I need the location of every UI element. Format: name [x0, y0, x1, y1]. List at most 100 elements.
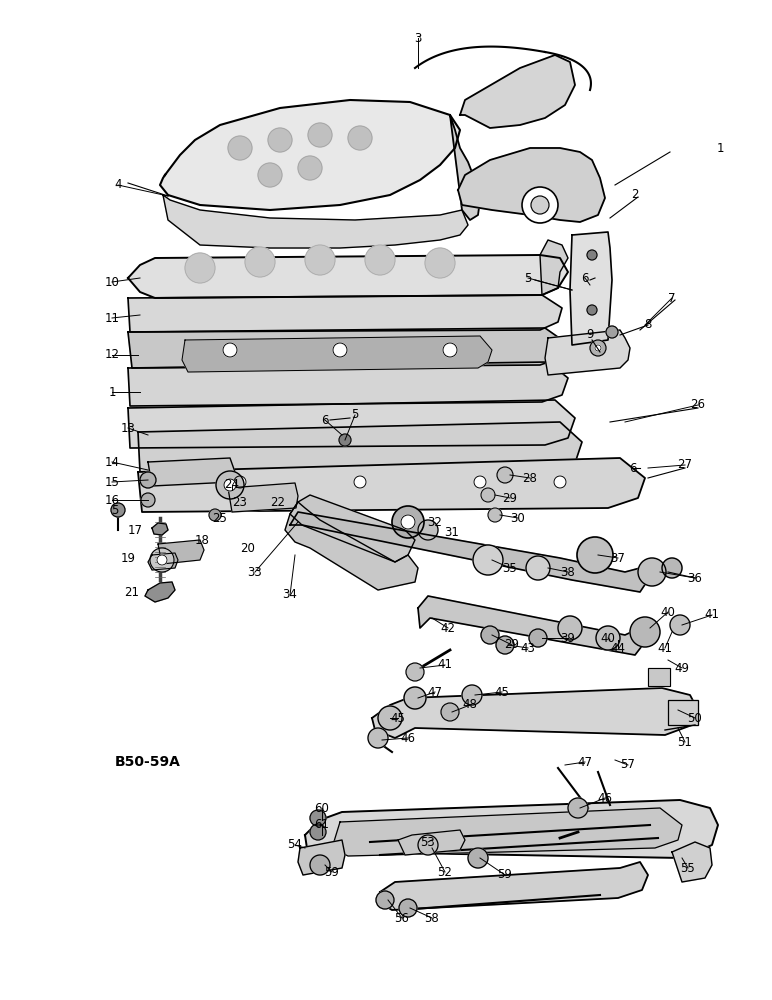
Circle shape [577, 537, 613, 573]
Circle shape [401, 515, 415, 529]
Circle shape [310, 824, 326, 840]
Polygon shape [458, 148, 605, 222]
Text: 37: 37 [611, 552, 625, 564]
Circle shape [228, 136, 252, 160]
Text: 59: 59 [324, 865, 340, 879]
Text: 7: 7 [669, 292, 676, 304]
Text: 14: 14 [104, 456, 120, 468]
Circle shape [399, 899, 417, 917]
Circle shape [378, 706, 402, 730]
Polygon shape [450, 115, 480, 220]
Polygon shape [570, 232, 612, 345]
Circle shape [526, 556, 550, 580]
Polygon shape [540, 240, 568, 295]
Polygon shape [163, 195, 468, 248]
Polygon shape [148, 553, 178, 570]
Circle shape [339, 434, 351, 446]
Bar [648, 668, 670, 686]
Circle shape [443, 343, 457, 357]
Text: 40: 40 [661, 605, 676, 618]
Text: 41: 41 [438, 658, 452, 672]
Text: 5: 5 [351, 408, 359, 422]
Text: 30: 30 [510, 512, 526, 524]
Polygon shape [128, 255, 568, 298]
Text: 58: 58 [425, 912, 439, 924]
Text: 25: 25 [212, 512, 228, 524]
Text: 33: 33 [248, 566, 262, 578]
Text: 12: 12 [104, 349, 120, 361]
Text: 3: 3 [415, 31, 422, 44]
Text: 39: 39 [560, 632, 575, 645]
Polygon shape [332, 808, 682, 856]
Text: 29: 29 [504, 639, 520, 652]
Circle shape [481, 626, 499, 644]
Text: 1: 1 [108, 385, 116, 398]
Polygon shape [672, 842, 712, 882]
Circle shape [365, 245, 395, 275]
Polygon shape [418, 596, 645, 655]
Circle shape [140, 472, 156, 488]
Text: 15: 15 [104, 476, 120, 488]
Text: 27: 27 [678, 458, 692, 472]
Polygon shape [298, 840, 345, 875]
Circle shape [234, 476, 246, 488]
Text: 17: 17 [127, 524, 143, 536]
Circle shape [596, 626, 620, 650]
Polygon shape [285, 502, 418, 590]
Circle shape [638, 558, 666, 586]
Circle shape [223, 343, 237, 357]
Circle shape [368, 728, 388, 748]
Circle shape [425, 248, 455, 278]
Circle shape [305, 245, 335, 275]
Polygon shape [128, 400, 575, 448]
Text: 24: 24 [225, 479, 239, 491]
Polygon shape [148, 458, 235, 486]
Circle shape [595, 345, 601, 351]
Text: 46: 46 [598, 792, 612, 804]
Circle shape [185, 253, 215, 283]
Circle shape [354, 476, 366, 488]
Circle shape [333, 343, 347, 357]
Circle shape [662, 558, 682, 578]
Text: 45: 45 [495, 686, 510, 698]
Circle shape [157, 555, 167, 565]
Text: 5: 5 [111, 504, 119, 516]
Text: 29: 29 [503, 491, 517, 504]
Circle shape [150, 548, 174, 572]
Circle shape [606, 326, 618, 338]
Polygon shape [138, 422, 582, 472]
Polygon shape [305, 800, 718, 862]
Text: 45: 45 [391, 712, 405, 724]
Polygon shape [290, 512, 648, 592]
Circle shape [462, 685, 482, 705]
Text: 1: 1 [716, 141, 723, 154]
Circle shape [670, 615, 690, 635]
Text: 36: 36 [688, 572, 703, 584]
Text: 23: 23 [232, 495, 248, 508]
Circle shape [310, 810, 326, 826]
Polygon shape [145, 582, 175, 602]
Bar [668, 700, 698, 725]
Circle shape [111, 503, 125, 517]
Text: 28: 28 [523, 472, 537, 485]
Text: 16: 16 [104, 493, 120, 506]
Polygon shape [398, 830, 465, 855]
Text: 35: 35 [503, 562, 517, 574]
Polygon shape [378, 862, 648, 910]
Text: 20: 20 [241, 542, 256, 554]
Circle shape [529, 629, 547, 647]
Circle shape [406, 663, 424, 681]
Text: 22: 22 [270, 495, 286, 508]
Text: 6: 6 [581, 271, 589, 284]
Polygon shape [228, 483, 298, 512]
Polygon shape [128, 328, 565, 368]
Text: 4: 4 [114, 178, 122, 192]
Text: 46: 46 [401, 732, 415, 744]
Text: 40: 40 [601, 632, 615, 645]
Text: 51: 51 [678, 736, 692, 748]
Circle shape [554, 476, 566, 488]
Circle shape [590, 340, 606, 356]
Text: 47: 47 [577, 756, 592, 768]
Circle shape [268, 128, 292, 152]
Circle shape [522, 187, 558, 223]
